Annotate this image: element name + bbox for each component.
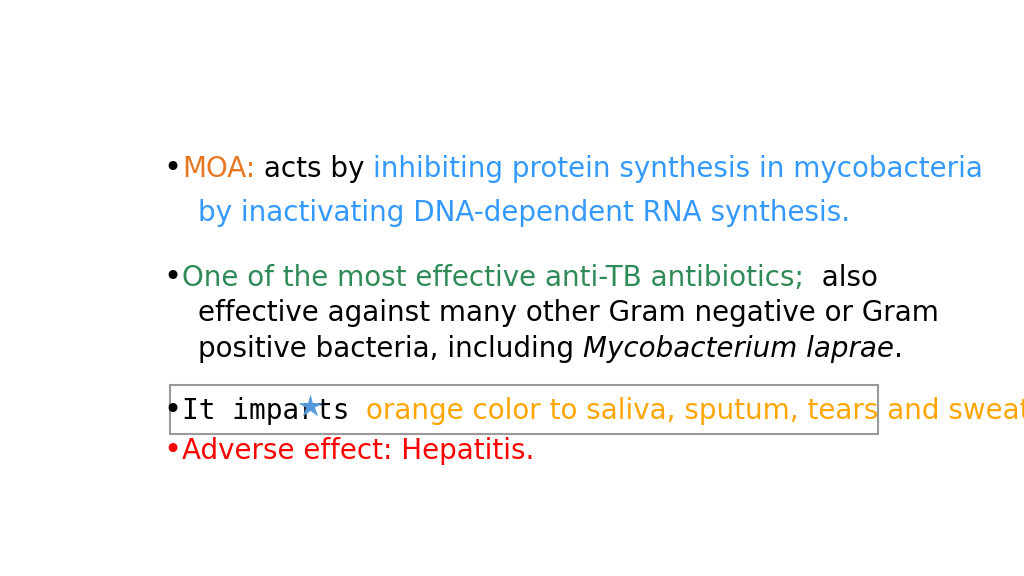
Text: .: . [894, 335, 902, 362]
Text: •: • [164, 436, 182, 465]
Text: Adverse effect: Hepatitis.: Adverse effect: Hepatitis. [182, 437, 535, 465]
Text: acts by: acts by [255, 155, 374, 183]
Text: •: • [164, 396, 182, 425]
Text: •: • [164, 154, 182, 183]
Text: Mycobacterium laprae: Mycobacterium laprae [583, 335, 894, 362]
Text: inhibiting protein synthesis in mycobacteria: inhibiting protein synthesis in mycobact… [374, 155, 983, 183]
Text: It imparts: It imparts [182, 397, 367, 425]
Text: effective against many other Gram negative or Gram: effective against many other Gram negati… [198, 299, 939, 327]
Text: also: also [804, 264, 878, 291]
Text: positive bacteria, including: positive bacteria, including [198, 335, 583, 362]
Text: by inactivating DNA-dependent RNA synthesis.: by inactivating DNA-dependent RNA synthe… [198, 199, 850, 228]
Text: •: • [164, 263, 182, 292]
Text: orange color to saliva, sputum, tears and sweat.: orange color to saliva, sputum, tears an… [367, 397, 1024, 425]
Text: One of the most effective anti-TB antibiotics;: One of the most effective anti-TB antibi… [182, 264, 804, 291]
Text: MOA:: MOA: [182, 155, 255, 183]
